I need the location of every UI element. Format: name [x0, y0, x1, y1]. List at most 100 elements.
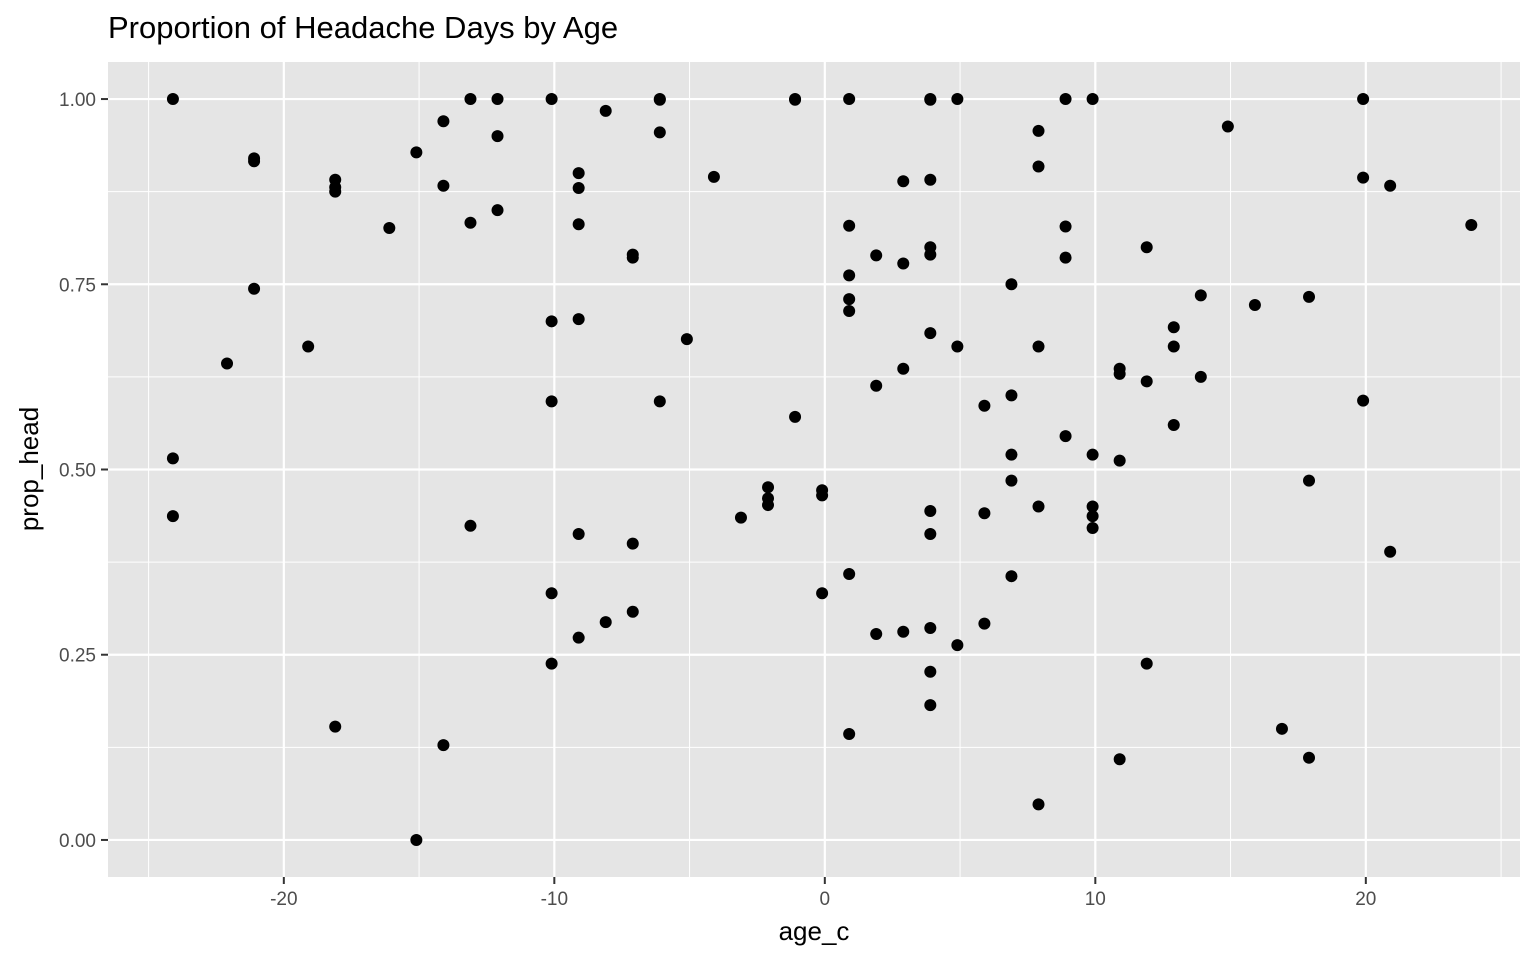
data-point — [1167, 321, 1180, 334]
data-point — [248, 155, 261, 168]
x-axis-title: age_c — [779, 916, 850, 946]
data-point — [1059, 251, 1072, 264]
data-point — [762, 499, 775, 512]
x-tick-label: 0 — [820, 889, 831, 910]
data-point — [816, 587, 829, 600]
data-point — [789, 93, 802, 106]
data-point — [1086, 500, 1099, 513]
data-point — [1086, 510, 1099, 523]
data-point — [1005, 389, 1018, 402]
data-point — [1113, 753, 1126, 766]
data-point — [545, 587, 558, 600]
y-tick-label: 0.00 — [59, 831, 96, 852]
data-point — [653, 395, 666, 408]
data-point — [1194, 289, 1207, 302]
data-point — [1140, 375, 1153, 388]
x-tick-label: -20 — [270, 889, 297, 910]
x-tick-label: 10 — [1085, 889, 1106, 910]
data-point — [1167, 419, 1180, 432]
y-tick-label: 0.50 — [59, 461, 96, 482]
data-point — [572, 167, 585, 180]
data-point — [491, 93, 504, 106]
data-point — [951, 340, 964, 353]
data-point — [1167, 340, 1180, 353]
data-point — [978, 617, 991, 630]
data-point — [1086, 522, 1099, 535]
data-point — [1113, 367, 1126, 380]
chart-title: Proportion of Headache Days by Age — [108, 10, 618, 45]
data-point — [924, 699, 937, 712]
data-point — [843, 219, 856, 232]
data-point — [707, 170, 720, 183]
data-point — [464, 216, 477, 229]
data-point — [572, 527, 585, 540]
data-point — [1005, 570, 1018, 583]
y-axis-title: prop_head — [14, 407, 44, 531]
data-point — [653, 93, 666, 106]
data-point — [1194, 370, 1207, 383]
data-point — [464, 519, 477, 532]
data-point — [1357, 394, 1370, 407]
data-point — [1005, 448, 1018, 461]
y-tick-label: 0.25 — [59, 646, 96, 667]
data-point — [924, 665, 937, 678]
data-point — [843, 728, 856, 741]
data-point — [1032, 798, 1045, 811]
data-point — [1032, 500, 1045, 513]
data-point — [1005, 474, 1018, 487]
data-point — [924, 504, 937, 517]
data-point — [1384, 179, 1397, 192]
data-point — [897, 175, 910, 188]
data-point — [545, 315, 558, 328]
data-point — [329, 185, 342, 198]
data-point — [1303, 474, 1316, 487]
data-point — [1005, 278, 1018, 291]
data-point — [897, 257, 910, 270]
data-point — [464, 93, 477, 106]
data-point — [1059, 430, 1072, 443]
data-point — [166, 93, 179, 106]
data-point — [843, 304, 856, 317]
data-point — [924, 622, 937, 635]
data-point — [572, 313, 585, 326]
data-point — [680, 333, 693, 346]
data-point — [1357, 171, 1370, 184]
data-point — [248, 282, 261, 295]
data-point — [951, 639, 964, 652]
data-point — [1303, 751, 1316, 764]
data-point — [924, 327, 937, 340]
data-point — [1032, 124, 1045, 137]
data-point — [843, 93, 856, 106]
data-point — [924, 93, 937, 106]
data-point — [1086, 93, 1099, 106]
data-point — [437, 179, 450, 192]
data-point — [1059, 220, 1072, 233]
data-point — [599, 104, 612, 117]
data-point — [572, 218, 585, 231]
data-point — [383, 221, 396, 234]
data-point — [1140, 657, 1153, 670]
y-tick-label: 0.75 — [59, 275, 96, 296]
data-point — [329, 720, 342, 733]
data-point — [410, 833, 423, 846]
data-point — [221, 357, 234, 370]
data-points — [166, 93, 1478, 846]
data-point — [1357, 93, 1370, 106]
data-point — [870, 627, 883, 640]
data-point — [734, 511, 747, 524]
data-point — [572, 631, 585, 644]
x-tick-label: -10 — [541, 889, 568, 910]
data-point — [626, 251, 639, 264]
data-point — [410, 146, 423, 159]
data-point — [166, 452, 179, 465]
x-tick-label: 20 — [1355, 889, 1376, 910]
axis-ticks: -20 -10 0 10 20 0.00 0.25 0.50 0.75 1.00 — [59, 90, 1376, 910]
data-point — [599, 616, 612, 629]
data-point — [166, 510, 179, 523]
data-point — [978, 507, 991, 520]
data-point — [1059, 93, 1072, 106]
y-tick-label: 1.00 — [59, 90, 96, 111]
data-point — [491, 130, 504, 143]
data-point — [302, 340, 315, 353]
